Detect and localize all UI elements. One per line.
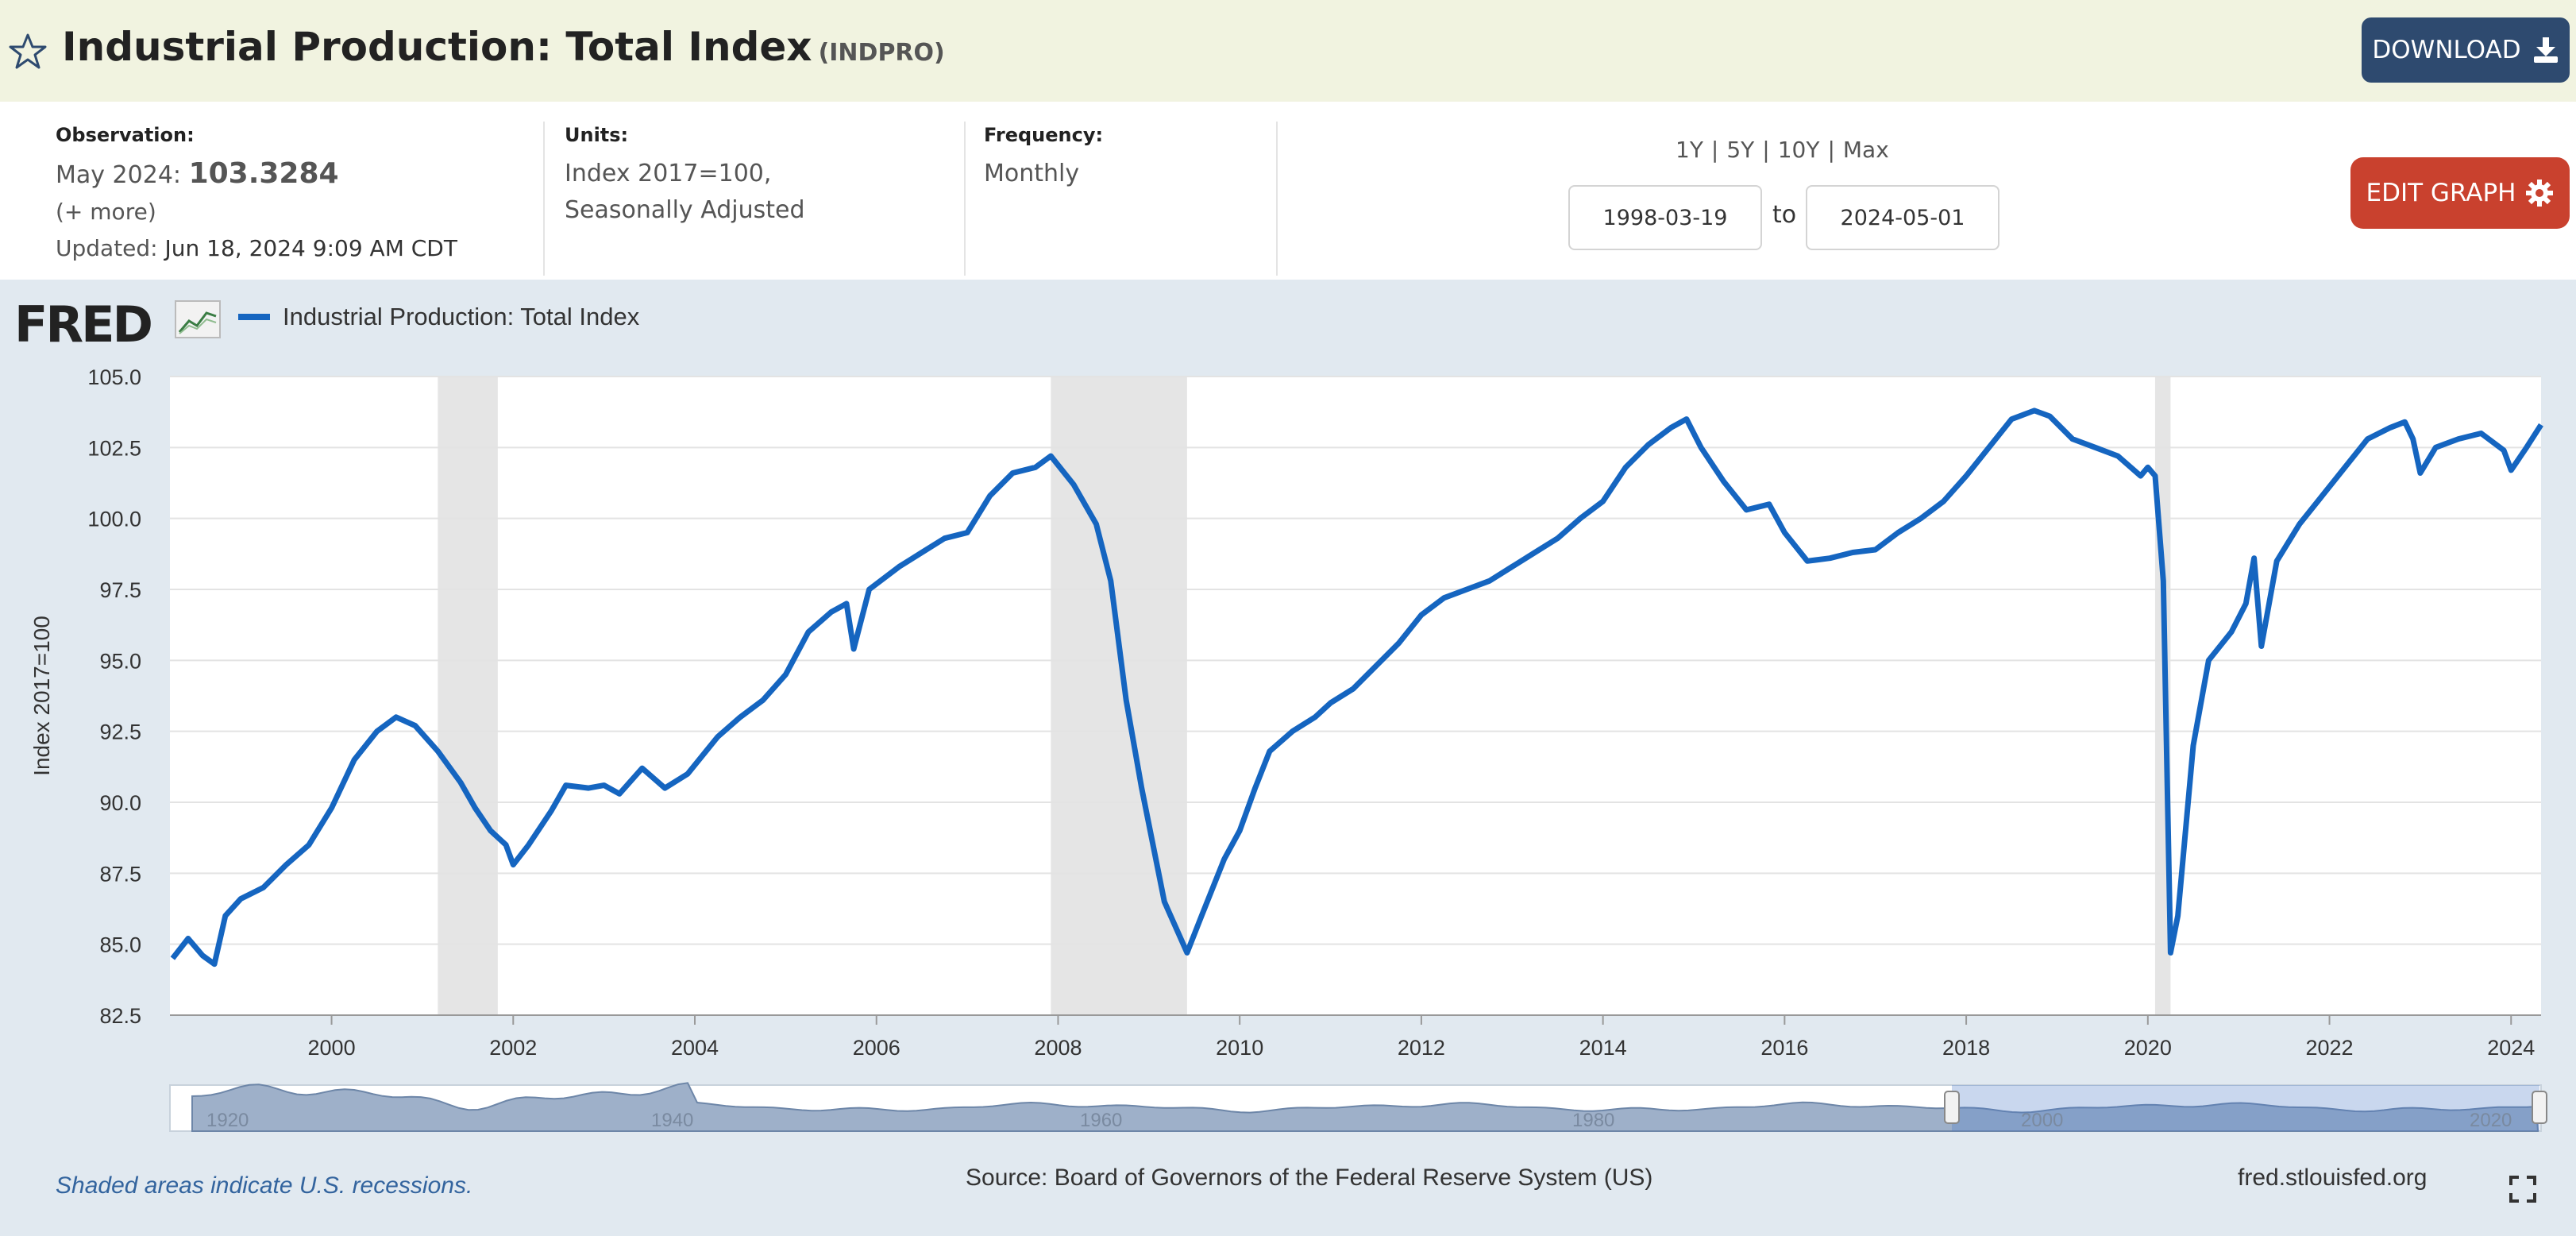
legend-swatch — [238, 314, 270, 320]
navigator-tick-label: 1940 — [651, 1110, 693, 1131]
x-tick-label: 2018 — [1942, 1036, 1990, 1060]
end-date-input[interactable]: 2024-05-01 — [1806, 185, 1999, 250]
download-icon — [2533, 37, 2558, 63]
divider — [543, 122, 545, 276]
fred-logo: FRED — [14, 295, 153, 353]
to-label: to — [1772, 201, 1797, 229]
page-title: Industrial Production: Total Index (INDPR… — [62, 24, 945, 70]
site-link[interactable]: fred.stlouisfed.org — [2238, 1165, 2428, 1191]
divider — [1276, 122, 1278, 276]
y-tick-label: 90.0 — [99, 791, 141, 815]
range-10y[interactable]: 10Y — [1777, 137, 1820, 163]
range-selector: 1Y | 5Y | 10Y | Max — [1676, 137, 1889, 163]
download-label: DOWNLOAD — [2372, 36, 2521, 64]
observation-date: May 2024: — [56, 161, 182, 189]
y-tick-label: 95.0 — [99, 649, 141, 673]
units-line2: Seasonally Adjusted — [565, 196, 805, 224]
range-max[interactable]: Max — [1842, 137, 1889, 163]
y-tick-label: 102.5 — [87, 436, 141, 460]
observation-label: Observation: — [56, 124, 195, 146]
x-tick-label: 2024 — [2487, 1036, 2535, 1060]
source-note: Source: Board of Governors of the Federa… — [966, 1165, 1653, 1191]
range-1y[interactable]: 1Y — [1676, 137, 1703, 163]
y-axis-label: Index 2017=100 — [29, 616, 54, 776]
x-tick-label: 2016 — [1760, 1036, 1808, 1060]
x-tick-label: 2008 — [1034, 1036, 1082, 1060]
navigator-tick-label: 1960 — [1080, 1110, 1122, 1131]
recession-band — [1051, 377, 1187, 1015]
metadata-bar: Observation: May 2024: 103.3284 (+ more)… — [0, 102, 2576, 280]
frequency-label: Frequency: — [984, 124, 1104, 146]
y-tick-label: 87.5 — [99, 862, 141, 886]
edit-graph-label: EDIT GRAPH — [2366, 179, 2516, 207]
x-tick-label: 2000 — [308, 1036, 356, 1060]
y-tick-label: 85.0 — [99, 933, 141, 957]
y-tick-label: 92.5 — [99, 720, 141, 744]
x-tick-label: 2004 — [671, 1036, 719, 1060]
units-label: Units: — [565, 124, 629, 146]
y-tick-label: 100.0 — [87, 508, 141, 531]
updated-value: Jun 18, 2024 9:09 AM CDT — [164, 235, 457, 261]
y-tick-label: 97.5 — [99, 578, 141, 602]
recession-note: Shaded areas indicate U.S. recessions. — [56, 1172, 473, 1199]
observation-value: 103.3284 — [188, 157, 339, 190]
x-tick-label: 2002 — [489, 1036, 537, 1060]
x-tick-label: 2014 — [1579, 1036, 1627, 1060]
observation-block: Observation: May 2024: 103.3284 (+ more)… — [56, 124, 457, 267]
x-tick-label: 2022 — [2305, 1036, 2353, 1060]
recession-band — [438, 377, 498, 1015]
graph-logo-icon — [175, 300, 221, 338]
expand-icon[interactable] — [2509, 1176, 2536, 1203]
line-chart[interactable]: 82.5 85.0 87.5 90.0 92.5 95.0 97.5 100.0 102.5 10… — [0, 0, 2576, 1144]
units-line1: Index 2017=100, — [565, 160, 772, 187]
chart-legend: Industrial Production: Total Index — [238, 303, 639, 331]
header-bar: Industrial Production: Total Index (INDPR… — [0, 0, 2576, 102]
updated-label: Updated: — [56, 235, 158, 261]
divider — [964, 122, 966, 276]
series-id: (INDPRO) — [818, 39, 945, 67]
range-5y[interactable]: 5Y — [1726, 137, 1755, 163]
navigator-tick-label: 2020 — [2470, 1110, 2512, 1131]
updated-line: Updated: Jun 18, 2024 9:09 AM CDT — [56, 230, 457, 267]
frequency-value: Monthly — [984, 160, 1080, 187]
plot-area — [170, 377, 2541, 1015]
star-icon[interactable] — [8, 32, 48, 71]
x-tick-label: 2010 — [1216, 1036, 1263, 1060]
edit-graph-button[interactable]: EDIT GRAPH — [2350, 157, 2570, 229]
y-tick-label: 105.0 — [87, 365, 141, 389]
x-tick-label: 2020 — [2124, 1036, 2172, 1060]
navigator-tick-label: 2000 — [2021, 1110, 2063, 1131]
series-title: Industrial Production: Total Index — [62, 24, 812, 70]
navigator-tick-label: 1920 — [206, 1110, 249, 1131]
navigator-handle — [1944, 1091, 1960, 1124]
frequency-block: Frequency: Monthly — [984, 124, 1103, 192]
download-button[interactable]: DOWNLOAD — [2362, 17, 2570, 83]
observation-line: May 2024: 103.3284 — [56, 156, 457, 194]
gear-icon — [2526, 180, 2554, 207]
x-tick-label: 2006 — [853, 1036, 900, 1060]
navigator-tick-label: 1980 — [1572, 1110, 1614, 1131]
series-line — [170, 407, 2543, 968]
legend-series-name: Industrial Production: Total Index — [283, 303, 640, 330]
start-date-input[interactable]: 1998-03-19 — [1568, 185, 1762, 250]
y-tick-label: 82.5 — [99, 1004, 141, 1028]
navigator-selection — [1952, 1085, 2539, 1131]
more-link[interactable]: (+ more) — [56, 199, 156, 225]
navigator-handle — [2532, 1091, 2547, 1124]
units-block: Units: Index 2017=100, Seasonally Adjust… — [565, 124, 805, 229]
x-tick-label: 2012 — [1398, 1036, 1445, 1060]
